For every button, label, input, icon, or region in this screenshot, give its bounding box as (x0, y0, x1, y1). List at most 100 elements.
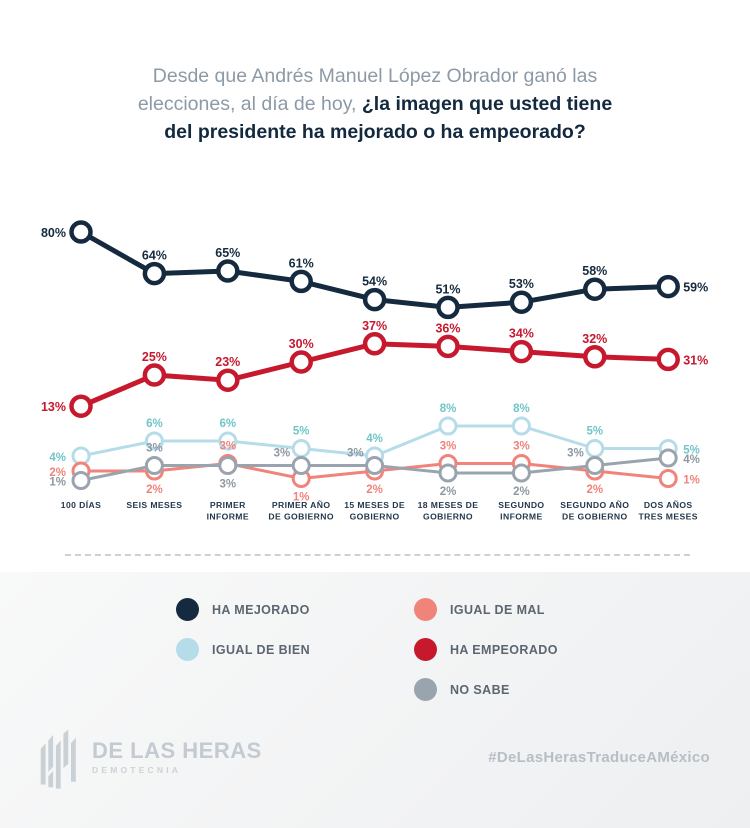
data-label: 2% (366, 484, 383, 496)
legend-column-left: HA MEJORADO IGUAL DE BIEN (176, 598, 336, 701)
brand-name: DE LAS HERAS (92, 737, 262, 763)
data-label: 53% (509, 277, 534, 291)
data-label: 3% (440, 441, 457, 453)
data-label: 32% (582, 332, 607, 346)
series-ha-mejorado (69, 220, 680, 320)
legend-item-no-sabe: NO SABE (414, 678, 574, 701)
data-label: 1% (49, 477, 66, 489)
data-point (585, 456, 605, 475)
data-label: 65% (215, 246, 240, 260)
data-label: 5% (293, 426, 310, 438)
data-point (656, 274, 680, 299)
data-point (509, 290, 534, 314)
data-point (289, 269, 313, 294)
title-text-bold: del presidente ha mejorado o ha empeorad… (164, 121, 586, 143)
data-label: 2% (146, 484, 163, 496)
legend-label: HA MEJORADO (212, 602, 310, 617)
igual-de-bien-swatch (176, 638, 199, 661)
data-label: 13% (41, 400, 66, 414)
title-text-regular: Desde que Andrés Manuel López Obrador ga… (152, 65, 598, 87)
data-point (216, 368, 240, 392)
series-ha-empeorado (69, 332, 680, 418)
bottom-band: HA MEJORADO IGUAL DE BIEN IGUAL DE MAL HA … (0, 572, 750, 828)
axis-category-label: 15 MESES DE GOBIERNO (344, 500, 405, 522)
title-line-2: elecciones, al día de hoy, ¿la imagen qu… (0, 90, 750, 118)
line-chart: 80% 64% 65% 61% 54% 51% 53% 58% 59% 13% 25% 23% 30% 3… (41, 220, 708, 522)
axis-category-label: PRIMER AÑO DE GOBIERNO (268, 500, 334, 522)
title-text-bold: ¿la imagen que usted tiene (361, 93, 613, 115)
axis-category-label: 100 DÍAS (61, 500, 101, 510)
data-label: 3% (146, 443, 163, 455)
data-point (144, 456, 164, 475)
chart-legend: HA MEJORADO IGUAL DE BIEN IGUAL DE MAL HA … (0, 572, 750, 701)
page-title: Desde que Andrés Manuel López Obrador ga… (0, 0, 750, 146)
data-point (69, 220, 93, 244)
data-label: 54% (362, 275, 387, 289)
title-line-3: del presidente ha mejorado o ha empeorad… (0, 118, 750, 146)
axis-category-label: DOS AÑOS TRES MESES (638, 500, 697, 522)
title-text-regular: elecciones, al día de hoy, (137, 93, 362, 115)
data-point (142, 261, 167, 286)
data-label: 64% (142, 249, 167, 263)
de-las-heras-logo: DE LAS HERAS DEMOTECNIA (38, 724, 262, 790)
data-label: 2% (49, 467, 66, 479)
data-point (142, 363, 167, 387)
data-label: 4% (683, 454, 700, 466)
data-label: 1% (293, 492, 310, 504)
data-label: 37% (362, 319, 387, 333)
brand-text: DE LAS HERAS DEMOTECNIA (92, 737, 262, 775)
data-point (362, 332, 387, 356)
data-point (509, 339, 534, 364)
data-label: 3% (274, 448, 291, 460)
data-point (511, 416, 531, 436)
data-label: 2% (513, 486, 530, 498)
data-label: 4% (49, 452, 66, 464)
data-label: 59% (683, 281, 708, 295)
data-point (69, 394, 93, 418)
data-label: 58% (582, 264, 607, 278)
data-label: 23% (215, 355, 240, 369)
data-point (585, 439, 605, 458)
data-label: 51% (435, 282, 460, 296)
ha-mejorado-swatch (176, 598, 199, 621)
data-point (216, 259, 240, 283)
data-point (438, 463, 458, 483)
de-las-heras-logo-icon (40, 729, 76, 789)
legend-item-igual-de-mal: IGUAL DE MAL (414, 598, 574, 621)
data-point (656, 347, 680, 372)
data-point (291, 439, 311, 458)
legend-item-igual-de-bien: IGUAL DE BIEN (176, 638, 336, 661)
data-point (436, 295, 460, 320)
data-label: 2% (586, 484, 603, 496)
data-point (438, 416, 458, 436)
data-point (218, 431, 238, 451)
data-point (511, 463, 531, 483)
legend-column-right: IGUAL DE MAL HA EMPEORADO NO SABE (414, 598, 574, 701)
title-line-1: Desde que Andrés Manuel López Obrador ga… (0, 62, 750, 90)
data-label: 3% (347, 448, 364, 460)
series-igual-de-bien (71, 416, 678, 466)
data-label: 6% (146, 418, 163, 430)
axis-category-label: SEIS MESES (126, 500, 182, 510)
igual-de-mal-swatch (414, 598, 437, 621)
campaign-hashtag: #DeLasHerasTraduceAMéxico (488, 748, 710, 766)
data-label: 2% (440, 486, 457, 498)
data-label: 25% (142, 350, 167, 364)
data-point (218, 456, 238, 475)
data-label: 8% (440, 403, 457, 415)
data-label: 6% (219, 418, 236, 430)
no-sabe-swatch (414, 678, 437, 701)
data-label: 4% (366, 433, 383, 445)
legend-label: IGUAL DE MAL (450, 602, 545, 617)
data-point (144, 431, 164, 451)
data-point (658, 448, 678, 468)
data-label: 34% (509, 327, 534, 341)
data-point (289, 350, 313, 374)
data-label: 80% (41, 226, 66, 240)
data-point (583, 277, 607, 301)
data-label: 8% (513, 403, 530, 415)
legend-item-ha-empeorado: HA EMPEORADO (414, 638, 574, 661)
data-label: 3% (219, 441, 236, 453)
data-label: 36% (435, 321, 460, 335)
